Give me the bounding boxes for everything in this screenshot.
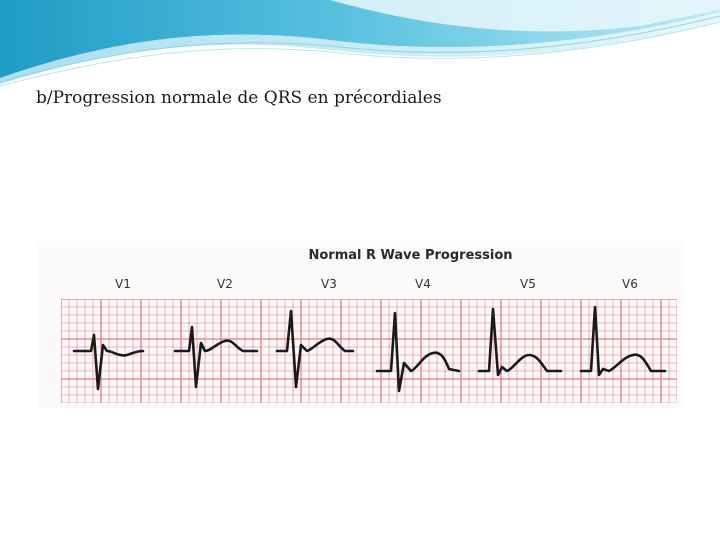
lead-label-v6: V6 bbox=[622, 277, 638, 291]
figure-title: Normal R Wave Progression bbox=[308, 248, 513, 263]
ecg-trace-v2 bbox=[173, 325, 259, 389]
lead-label-v2: V2 bbox=[217, 277, 233, 291]
ecg-trace-v5 bbox=[477, 307, 563, 377]
ecg-trace-v1 bbox=[72, 333, 145, 391]
slide-title: b/Progression normale de QRS en précordi… bbox=[36, 88, 442, 108]
lead-label-v4: V4 bbox=[415, 277, 431, 291]
ecg-strip bbox=[61, 299, 677, 403]
ecg-trace-v3 bbox=[275, 309, 355, 389]
lead-label-v5: V5 bbox=[520, 277, 536, 291]
lead-label-v1: V1 bbox=[115, 277, 131, 291]
ecg-trace-v4 bbox=[375, 311, 461, 393]
lead-label-v3: V3 bbox=[321, 277, 337, 291]
ecg-trace-v6 bbox=[579, 305, 667, 377]
ecg-traces bbox=[72, 305, 667, 393]
ecg-figure: Normal R Wave Progression V1 V2 V3 V4 V5… bbox=[37, 241, 684, 408]
header-wave-decoration bbox=[0, 0, 720, 87]
ecg-grid bbox=[61, 299, 677, 403]
